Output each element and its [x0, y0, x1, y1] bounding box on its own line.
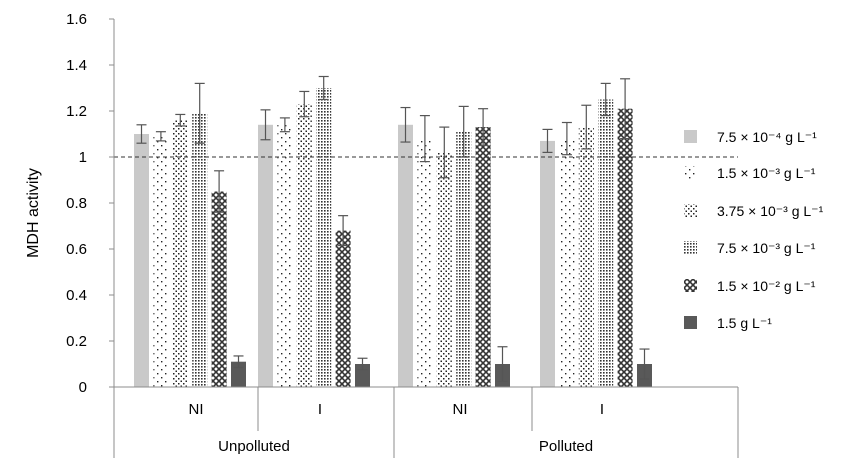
- bar: [172, 120, 188, 387]
- y-tick-label: 0.2: [66, 333, 87, 350]
- y-tick-label: 1.6: [66, 11, 87, 28]
- x-axis: NI I NI I Unpolluted Polluted: [113, 386, 739, 458]
- legend-swatch: [684, 241, 697, 254]
- bar: [316, 88, 332, 387]
- bar: [192, 113, 208, 388]
- x-group-label: Polluted: [539, 438, 593, 455]
- y-tick-label: 0.6: [66, 241, 87, 258]
- legend-swatch: [684, 204, 697, 217]
- bar: [398, 124, 413, 388]
- legend-label: 7.5 × 10⁻³ g L⁻¹: [717, 240, 816, 256]
- y-axis-title: MDH activity: [25, 168, 42, 258]
- legend-swatch: [684, 166, 697, 179]
- bar: [277, 124, 293, 388]
- legend-swatch: [684, 316, 697, 329]
- bar: [436, 152, 452, 387]
- y-axis: 0 0.2 0.4 0.6 0.8 1 1.2 1.4 1.6: [66, 11, 115, 396]
- x-category-label: NI: [189, 401, 204, 418]
- bar: [617, 108, 633, 387]
- x-category-label: NI: [453, 401, 468, 418]
- legend-label: 3.75 × 10⁻³ g L⁻¹: [717, 203, 824, 219]
- bar: [559, 138, 575, 387]
- y-tick-label: 0: [79, 379, 87, 396]
- legend: 7.5 × 10⁻⁴ g L⁻¹ 1.5 × 10⁻³ g L⁻¹ 3.75 × 1…: [684, 129, 824, 331]
- plot-area: [114, 75, 738, 388]
- legend-label: 7.5 × 10⁻⁴ g L⁻¹: [717, 129, 817, 145]
- bar: [296, 104, 312, 387]
- bar: [134, 134, 149, 387]
- bar: [211, 191, 227, 387]
- legend-label: 1.5 × 10⁻³ g L⁻¹: [717, 165, 816, 181]
- bar: [540, 140, 555, 387]
- y-tick-label: 1: [79, 149, 87, 166]
- legend-label: 1.5 g L⁻¹: [717, 315, 772, 331]
- x-group-label: Unpolluted: [218, 438, 290, 455]
- legend-swatch: [684, 279, 697, 292]
- y-tick-label: 1.2: [66, 103, 87, 120]
- bar: [475, 127, 491, 387]
- bar: [456, 131, 472, 387]
- bar: [258, 124, 273, 388]
- x-category-label: I: [600, 401, 604, 418]
- bar: [335, 230, 351, 387]
- bar: [153, 136, 169, 387]
- legend-swatch: [684, 130, 697, 143]
- bar: [598, 99, 614, 387]
- legend-label: 1.5 × 10⁻² g L⁻¹: [717, 278, 816, 294]
- bar: [578, 127, 594, 387]
- y-tick-label: 0.8: [66, 195, 87, 212]
- bar: [417, 138, 433, 387]
- y-tick-label: 1.4: [66, 57, 87, 74]
- y-tick-label: 0.4: [66, 287, 87, 304]
- x-category-label: I: [318, 401, 322, 418]
